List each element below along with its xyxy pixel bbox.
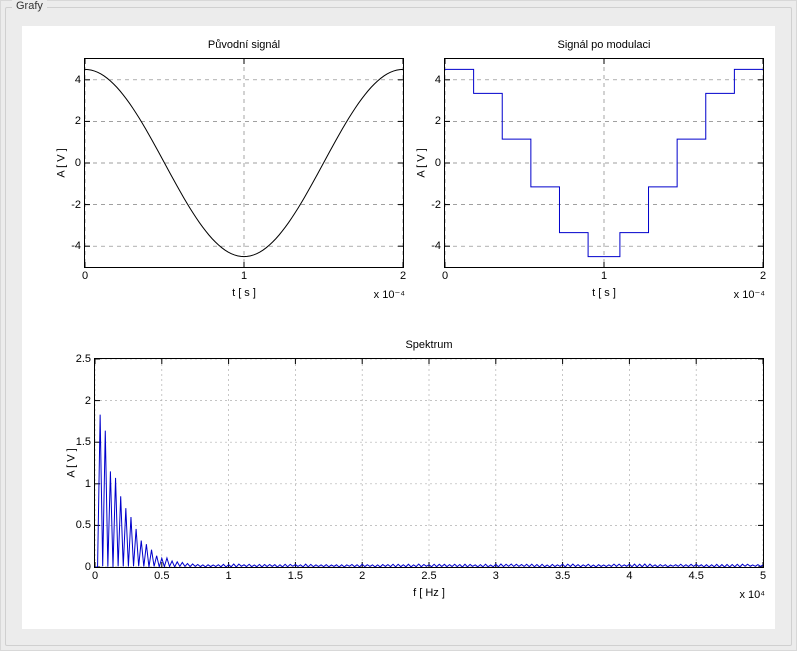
tick-y: 0 bbox=[75, 157, 81, 169]
tick-y: 2 bbox=[435, 115, 441, 127]
chart2-xlabel: t [ s ] bbox=[445, 287, 763, 299]
tick-y: 0 bbox=[435, 157, 441, 169]
chart3-ylabel: A [ V ] bbox=[66, 448, 78, 477]
tick-y: 1.5 bbox=[76, 436, 91, 448]
tick-y: 2 bbox=[75, 115, 81, 127]
tick-y: 4 bbox=[435, 74, 441, 86]
tick-x: 4.5 bbox=[689, 570, 704, 582]
tick-x: 0 bbox=[82, 270, 88, 282]
chart-spectrum: Spektrum A [ V ] f [ Hz ] x 10⁴ 00.511.5… bbox=[94, 358, 764, 568]
tick-x: 2 bbox=[400, 270, 406, 282]
tick-y: -2 bbox=[431, 199, 441, 211]
tick-x: 0 bbox=[92, 570, 98, 582]
tick-y: 0.5 bbox=[76, 519, 91, 531]
groupbox-label: Grafy bbox=[12, 0, 47, 12]
tick-x: 0 bbox=[442, 270, 448, 282]
tick-x: 1 bbox=[601, 270, 607, 282]
chart3-xexp: x 10⁴ bbox=[739, 589, 765, 601]
tick-y: 2 bbox=[85, 395, 91, 407]
chart2-ylabel: A [ V ] bbox=[416, 148, 428, 177]
tick-y: -4 bbox=[431, 240, 441, 252]
chart1-title: Původní signál bbox=[85, 39, 403, 51]
tick-x: 2 bbox=[760, 270, 766, 282]
tick-x: 5 bbox=[760, 570, 766, 582]
figure-area: Původní signál A [ V ] t [ s ] x 10⁻⁴ -4… bbox=[22, 26, 775, 629]
groupbox-grafy: Grafy Původní signál A [ V ] t [ s ] x 1… bbox=[5, 7, 792, 646]
chart1-xlabel: t [ s ] bbox=[85, 287, 403, 299]
tick-y: 0 bbox=[85, 561, 91, 573]
tick-x: 3.5 bbox=[555, 570, 570, 582]
tick-x: 2 bbox=[359, 570, 365, 582]
tick-x: 1 bbox=[241, 270, 247, 282]
tick-y: 1 bbox=[85, 478, 91, 490]
chart3-xlabel: f [ Hz ] bbox=[95, 587, 763, 599]
chart-original-signal: Původní signál A [ V ] t [ s ] x 10⁻⁴ -4… bbox=[84, 58, 404, 268]
chart3-title: Spektrum bbox=[95, 339, 763, 351]
tick-x: 4 bbox=[626, 570, 632, 582]
tick-y: -4 bbox=[71, 240, 81, 252]
tick-x: 0.5 bbox=[154, 570, 169, 582]
tick-x: 1.5 bbox=[288, 570, 303, 582]
tick-x: 2.5 bbox=[421, 570, 436, 582]
chart1-ylabel: A [ V ] bbox=[56, 148, 68, 177]
tick-y: 2.5 bbox=[76, 353, 91, 365]
chart-modulated-signal: Signál po modulaci A [ V ] t [ s ] x 10⁻… bbox=[444, 58, 764, 268]
chart2-xexp: x 10⁻⁴ bbox=[734, 288, 765, 301]
chart1-xexp: x 10⁻⁴ bbox=[374, 288, 405, 301]
panel: Grafy Původní signál A [ V ] t [ s ] x 1… bbox=[0, 0, 797, 651]
tick-y: -2 bbox=[71, 199, 81, 211]
tick-x: 3 bbox=[493, 570, 499, 582]
chart2-title: Signál po modulaci bbox=[445, 39, 763, 51]
tick-x: 1 bbox=[226, 570, 232, 582]
tick-y: 4 bbox=[75, 74, 81, 86]
